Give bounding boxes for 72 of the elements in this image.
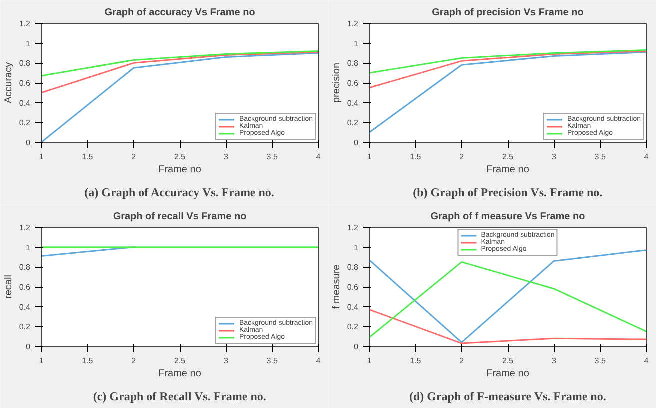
x-tick-label: 2	[460, 356, 465, 366]
y-tick-label: 0.4	[347, 302, 360, 312]
x-tick-label: 2.5	[502, 356, 514, 366]
x-tick-label: 3	[552, 152, 557, 162]
y-tick-label: 1	[26, 39, 32, 48]
y-axis-title: f measure	[331, 264, 342, 310]
x-axis-title: Frame no	[158, 368, 202, 380]
x-tick-label: 1	[39, 152, 44, 162]
y-tick-label: 1.2	[347, 224, 360, 232]
x-tick-label: 2.5	[174, 356, 186, 366]
x-axis-title: Frame no	[158, 164, 202, 176]
x-tick-label: 4	[316, 356, 322, 366]
y-tick-label: 0.6	[347, 79, 360, 88]
text: (b) Graph of Precision Vs. Frame no.	[413, 186, 603, 200]
x-tick-label: 2.5	[174, 152, 186, 162]
chart-title: Graph of f measure Vs Frame no	[430, 212, 586, 222]
y-tick-label: 1.2	[19, 20, 32, 28]
y-tick-label: 0.4	[347, 98, 360, 108]
x-tick-label: 4	[644, 356, 650, 366]
chart-title: Graph of precision Vs Frame no	[432, 8, 584, 18]
x-tick-label: 1	[367, 152, 372, 162]
x-tick-label: 1.5	[410, 356, 422, 366]
y-tick-label: 0.6	[19, 79, 32, 88]
x-tick-label: 1	[39, 356, 44, 366]
x-tick-label: 1.5	[82, 152, 94, 162]
x-tick-label: 2.5	[502, 152, 514, 162]
y-tick-label: 1.2	[19, 224, 32, 232]
y-tick-label: 0.8	[19, 59, 32, 68]
x-tick-label: 3.5	[594, 152, 606, 162]
x-tick-label: 1.5	[410, 152, 422, 162]
y-tick-label: 0.6	[347, 283, 360, 292]
y-tick-label: 0.8	[347, 263, 360, 272]
y-tick-label: 1	[26, 243, 32, 252]
y-tick-label: 0.8	[347, 59, 360, 68]
y-tick-label: 0.2	[347, 118, 360, 128]
x-tick-label: 1	[367, 356, 372, 366]
x-tick-label: 4	[644, 152, 650, 162]
x-tick-label: 2	[132, 152, 137, 162]
y-axis-title: Accuracy	[3, 62, 14, 104]
x-axis-title: Frame no	[486, 164, 530, 176]
y-tick-label: 0.4	[19, 98, 32, 108]
y-tick-label: 0	[354, 342, 360, 352]
y-tick-label: 1.2	[347, 20, 360, 28]
x-tick-label: 4	[316, 152, 322, 162]
y-tick-label: 0	[26, 342, 32, 352]
y-tick-label: 0.2	[19, 322, 32, 332]
x-tick-label: 3	[224, 356, 229, 366]
x-tick-label: 3	[224, 152, 229, 162]
text: (c) Graph of Recall Vs. Frame no.	[93, 390, 266, 404]
y-tick-label: 0.8	[19, 263, 32, 272]
chart-title: Graph of recall Vs Frame no	[113, 212, 247, 222]
y-tick-label: 0.2	[347, 322, 360, 332]
x-tick-label: 3.5	[266, 152, 278, 162]
y-tick-label: 0	[354, 138, 360, 148]
x-tick-label: 1.5	[82, 356, 94, 366]
x-tick-label: 3.5	[594, 356, 606, 366]
y-tick-label: 0	[26, 138, 32, 148]
y-axis-title: recall	[3, 275, 14, 299]
x-tick-label: 3	[552, 356, 557, 366]
text: (a) Graph of Accuracy Vs. Frame no.	[84, 186, 274, 200]
y-tick-label: 0.6	[19, 283, 32, 292]
x-axis-title: Frame no	[486, 368, 530, 380]
y-tick-label: 0.4	[19, 302, 32, 312]
x-tick-label: 3.5	[266, 356, 278, 366]
chart-title: Graph of accuracy Vs Frame no	[104, 8, 256, 18]
x-tick-label: 2	[460, 152, 465, 162]
y-tick-label: 1	[354, 243, 360, 252]
y-tick-label: 0.2	[19, 118, 32, 128]
y-tick-label: 1	[354, 39, 360, 48]
x-tick-label: 2	[132, 356, 137, 366]
y-axis-title: precision	[331, 62, 342, 104]
text: (d) Graph of F-measure Vs. Frame no.	[409, 390, 606, 404]
